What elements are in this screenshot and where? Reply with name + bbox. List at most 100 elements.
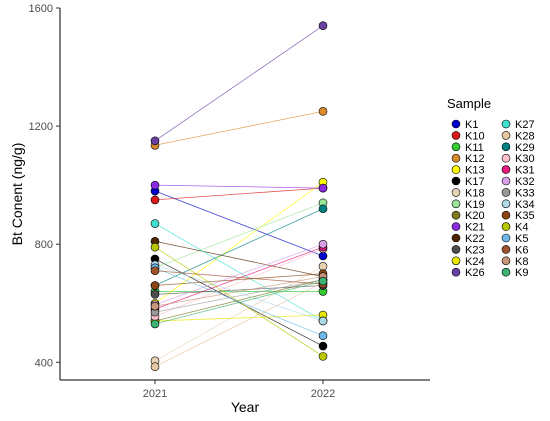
- legend-key-k18: [451, 188, 461, 197]
- legend-key-k32: [501, 176, 511, 186]
- legend-key-k6: [501, 245, 511, 254]
- data-point-k12-2022: [318, 107, 328, 116]
- legend-label-k35: K35: [515, 210, 535, 222]
- legend-label-k4: K4: [515, 222, 528, 234]
- legend-key-k12: [451, 153, 461, 163]
- x-tick-label: 2021: [143, 388, 167, 400]
- data-point-k26-2022: [318, 21, 328, 31]
- legend-key-k20: [451, 210, 461, 220]
- series-line: [154, 184, 324, 189]
- y-tick-label: 1600: [29, 3, 53, 15]
- data-point-k27-2021: [150, 219, 160, 228]
- legend-key-k17: [451, 176, 461, 186]
- legend-key-k22: [451, 233, 461, 243]
- series-line: [154, 264, 324, 322]
- data-point-k21-2021: [150, 180, 160, 190]
- y-tick-label: 1200: [29, 121, 53, 133]
- legend-key-k10: [451, 131, 461, 140]
- legend-key-k33: [501, 188, 511, 197]
- data-point-k34-2022: [318, 316, 328, 326]
- series-k35: [154, 273, 324, 286]
- series-k27: [154, 223, 324, 322]
- series-line: [154, 282, 324, 368]
- series-k20: [154, 279, 324, 322]
- legend-label-k10: K10: [465, 130, 485, 142]
- series-k24: [154, 314, 324, 322]
- series-k1: [154, 190, 324, 257]
- series-k18: [154, 265, 324, 362]
- series-line: [154, 276, 324, 307]
- data-point-k26-2021: [150, 136, 160, 146]
- data-point-k9-2021: [150, 319, 160, 329]
- y-tick-label: 800: [35, 239, 53, 251]
- legend-key-k28: [501, 131, 511, 140]
- legend-label-k31: K31: [515, 165, 535, 177]
- legend-label-k9: K9: [515, 267, 528, 279]
- axes: 400 800 1200 1600 2021 2022: [29, 3, 336, 400]
- legend-key-k4: [501, 222, 511, 231]
- series-k28: [154, 282, 324, 368]
- series-k33: [154, 279, 324, 313]
- data-point-k32-2022: [318, 239, 328, 249]
- series-k29: [154, 208, 324, 286]
- data-point-k10-2021: [150, 195, 160, 205]
- series-k22: [154, 240, 324, 278]
- x-tick-label: 2022: [311, 388, 335, 400]
- legend-label-k29: K29: [515, 142, 535, 154]
- legend-label-k19: K19: [465, 199, 485, 211]
- series-line: [154, 190, 324, 257]
- series-line: [154, 267, 324, 337]
- data-point-k4-2021: [150, 242, 160, 252]
- series-line: [154, 110, 324, 146]
- data-point-k17-2022: [318, 341, 328, 351]
- series-k12: [154, 110, 324, 146]
- data-point-k5-2022: [318, 331, 328, 341]
- data-point-k23-2021: [150, 290, 160, 299]
- legend-key-k24: [451, 256, 461, 266]
- series-line: [154, 248, 324, 317]
- legend-label-k23: K23: [465, 244, 485, 256]
- legend-label-k5: K5: [515, 233, 528, 245]
- legend-key-k23: [451, 245, 461, 254]
- legend-key-k5: [501, 233, 511, 243]
- series-k23: [154, 285, 324, 295]
- series-line: [154, 202, 324, 269]
- data-point-k8-2021: [150, 301, 160, 311]
- legend-key-k27: [501, 119, 511, 129]
- legend-label-k33: K33: [515, 187, 535, 199]
- series-line: [154, 243, 324, 306]
- legend-key-k1: [451, 119, 461, 129]
- series-line: [154, 273, 324, 286]
- data-point-k4-2022: [318, 352, 328, 361]
- data-point-k6-2021: [150, 266, 160, 276]
- series-line: [154, 223, 324, 322]
- legend-label-k27: K27: [515, 119, 535, 131]
- series-line: [154, 25, 324, 142]
- series-line: [154, 187, 324, 201]
- series-line: [154, 280, 324, 325]
- series-k10: [154, 187, 324, 201]
- legend-label-k32: K32: [515, 176, 535, 188]
- series-k9: [154, 280, 324, 325]
- plot-area: [150, 21, 328, 372]
- legend-label-k22: K22: [465, 233, 485, 245]
- series-k26: [154, 25, 324, 142]
- legend-label-k30: K30: [515, 153, 535, 165]
- series-line: [154, 279, 324, 322]
- legend-key-k19: [451, 199, 461, 209]
- series-k21: [154, 184, 324, 189]
- series-k32: [154, 243, 324, 306]
- legend-key-k30: [501, 153, 511, 163]
- legend-label-k21: K21: [465, 222, 485, 234]
- data-point-k18-2022: [318, 262, 328, 271]
- legend-key-k31: [501, 165, 511, 174]
- legend-label-k26: K26: [465, 267, 485, 279]
- series-k8: [154, 276, 324, 307]
- legend-label-k11: K11: [465, 142, 484, 154]
- legend-key-k21: [451, 222, 461, 231]
- legend: Sample K1K10K11K12K13K17K18K19K20K21K22K…: [447, 96, 535, 279]
- legend-key-k8: [501, 256, 511, 266]
- legend-label-k13: K13: [465, 165, 485, 177]
